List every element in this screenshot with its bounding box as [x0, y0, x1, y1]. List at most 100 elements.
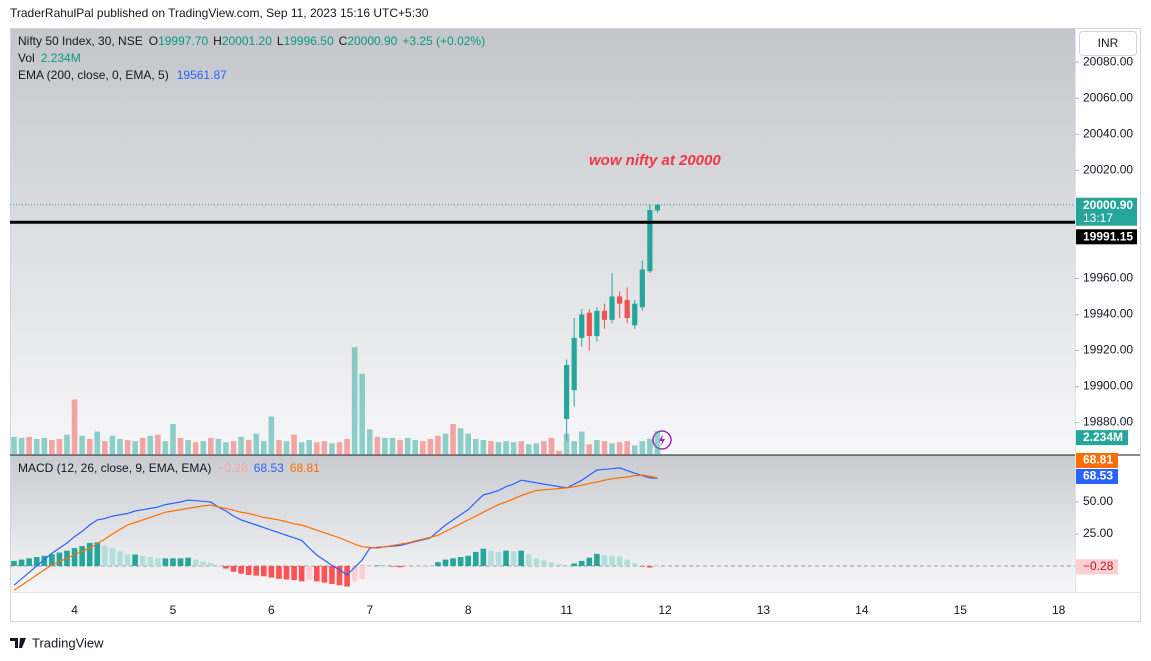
- volume-bar: [109, 435, 116, 455]
- ohlc-label: C: [339, 34, 348, 48]
- histogram-bar: [117, 551, 123, 567]
- volume-bar: [442, 433, 449, 455]
- x-tick-label: 14: [855, 603, 869, 617]
- y-tick-label: 19900.00: [1083, 379, 1133, 393]
- histogram-bar: [465, 555, 471, 567]
- volume-bar: [382, 437, 388, 455]
- histogram-bar: [223, 566, 229, 569]
- volume-bar: [586, 444, 593, 455]
- y-tick-label: 20020.00: [1083, 163, 1133, 177]
- ohlc-value: 20001.20: [222, 34, 272, 48]
- volume-bar: [359, 373, 366, 455]
- volume-bar: [124, 440, 131, 455]
- currency-button[interactable]: [1079, 31, 1137, 56]
- histogram-bar: [56, 552, 63, 567]
- histogram-bar: [563, 566, 570, 567]
- y-tick-label: 20060.00: [1083, 90, 1133, 104]
- histogram-bar: [268, 566, 275, 578]
- histogram-bar: [457, 557, 464, 567]
- volume-bar: [321, 441, 328, 455]
- header-title: TraderRahulPal published on TradingView.…: [10, 6, 429, 20]
- volume-bar: [389, 437, 396, 455]
- histogram-bar: [510, 551, 517, 567]
- y-tick-label: 25.00: [1083, 526, 1113, 540]
- y-tick-label: 19920.00: [1083, 343, 1133, 357]
- footer-brand: TradingView: [32, 635, 104, 650]
- histogram-bar: [298, 566, 305, 582]
- symbol: Nifty 50 Index, 30, NSE: [18, 34, 143, 48]
- macd-line: [13, 474, 658, 591]
- volume-bar: [647, 438, 653, 455]
- histogram-bar: [261, 566, 267, 577]
- histogram-bar: [389, 566, 396, 567]
- histogram-bar: [616, 556, 623, 567]
- y-tick-label: 20040.00: [1083, 126, 1133, 140]
- ohlc-label: L: [277, 34, 284, 48]
- histogram-bar: [177, 558, 184, 567]
- histogram-bar: [404, 566, 411, 567]
- histogram-bar: [571, 563, 577, 567]
- volume-bar: [556, 450, 562, 455]
- histogram-bar: [245, 566, 252, 575]
- histogram-bar: [488, 550, 494, 567]
- x-tick-label: 8: [465, 603, 472, 617]
- volume-bar: [639, 441, 646, 455]
- footer-logo: TradingView: [10, 635, 104, 650]
- volume-bar: [117, 438, 123, 455]
- volume-bar: [11, 436, 17, 455]
- histogram-bar: [162, 558, 169, 567]
- histogram-bar: [306, 566, 313, 581]
- histogram-bar: [253, 566, 260, 576]
- volume-bar: [132, 441, 138, 455]
- currency-label: INR: [1098, 36, 1119, 50]
- volume-name: Vol: [18, 51, 35, 65]
- y-tick-label: 19880.00: [1083, 415, 1133, 429]
- legend-macd: MACD (12, 26, close, 9, EMA, EMA) −0.28 68…: [18, 461, 320, 475]
- volume-bar: [261, 441, 267, 455]
- histogram-bar: [435, 562, 441, 567]
- volume-bar: [397, 440, 403, 455]
- last-price-box: [1076, 197, 1137, 226]
- volume-bar: [450, 424, 456, 455]
- annotation: wow nifty at 20000: [589, 152, 721, 169]
- histogram-bar: [336, 566, 343, 586]
- volume-bar: [412, 440, 419, 455]
- volume-bar: [147, 435, 154, 455]
- volume-bar: [139, 437, 146, 455]
- histogram-bar: [601, 555, 608, 567]
- histogram-bar: [230, 566, 237, 572]
- hline-box: [1076, 229, 1137, 245]
- x-tick-label: 5: [170, 603, 177, 617]
- volume-value: 2.234M: [41, 51, 81, 65]
- volume-bar: [185, 440, 191, 455]
- volume-bar: [223, 442, 229, 455]
- y-tick-label: 50.00: [1083, 494, 1113, 508]
- hline-label: 19991.15: [1083, 229, 1133, 243]
- histogram-bar: [49, 554, 55, 567]
- volume-bar: [616, 442, 623, 455]
- x-tick-label: 7: [366, 603, 373, 617]
- histogram-bar: [495, 551, 502, 567]
- histogram-bar: [472, 551, 479, 567]
- volume-bar: [541, 441, 547, 455]
- hist-axis-label: −0.28: [1083, 559, 1114, 573]
- histogram-bar: [344, 566, 350, 587]
- histogram-bar: [132, 554, 138, 567]
- histogram-bar: [185, 557, 191, 567]
- volume-bar: [336, 442, 343, 455]
- candle-body: [639, 269, 645, 308]
- y-tick-label: 19960.00: [1083, 271, 1133, 285]
- volume-bar: [208, 437, 214, 455]
- logo-mark: [10, 638, 26, 648]
- ema-value: 19561.87: [177, 68, 227, 82]
- histogram-bar: [586, 557, 593, 567]
- hist-value: −0.28: [217, 461, 248, 475]
- histogram-bar: [412, 566, 419, 567]
- volume-bar: [624, 441, 630, 455]
- histogram-bar: [624, 559, 630, 567]
- histogram-bar: [283, 566, 290, 580]
- y-tick-label: 19940.00: [1083, 307, 1133, 321]
- volume-bar: [253, 433, 260, 455]
- volume-bar: [192, 442, 199, 455]
- candle-body: [617, 296, 623, 304]
